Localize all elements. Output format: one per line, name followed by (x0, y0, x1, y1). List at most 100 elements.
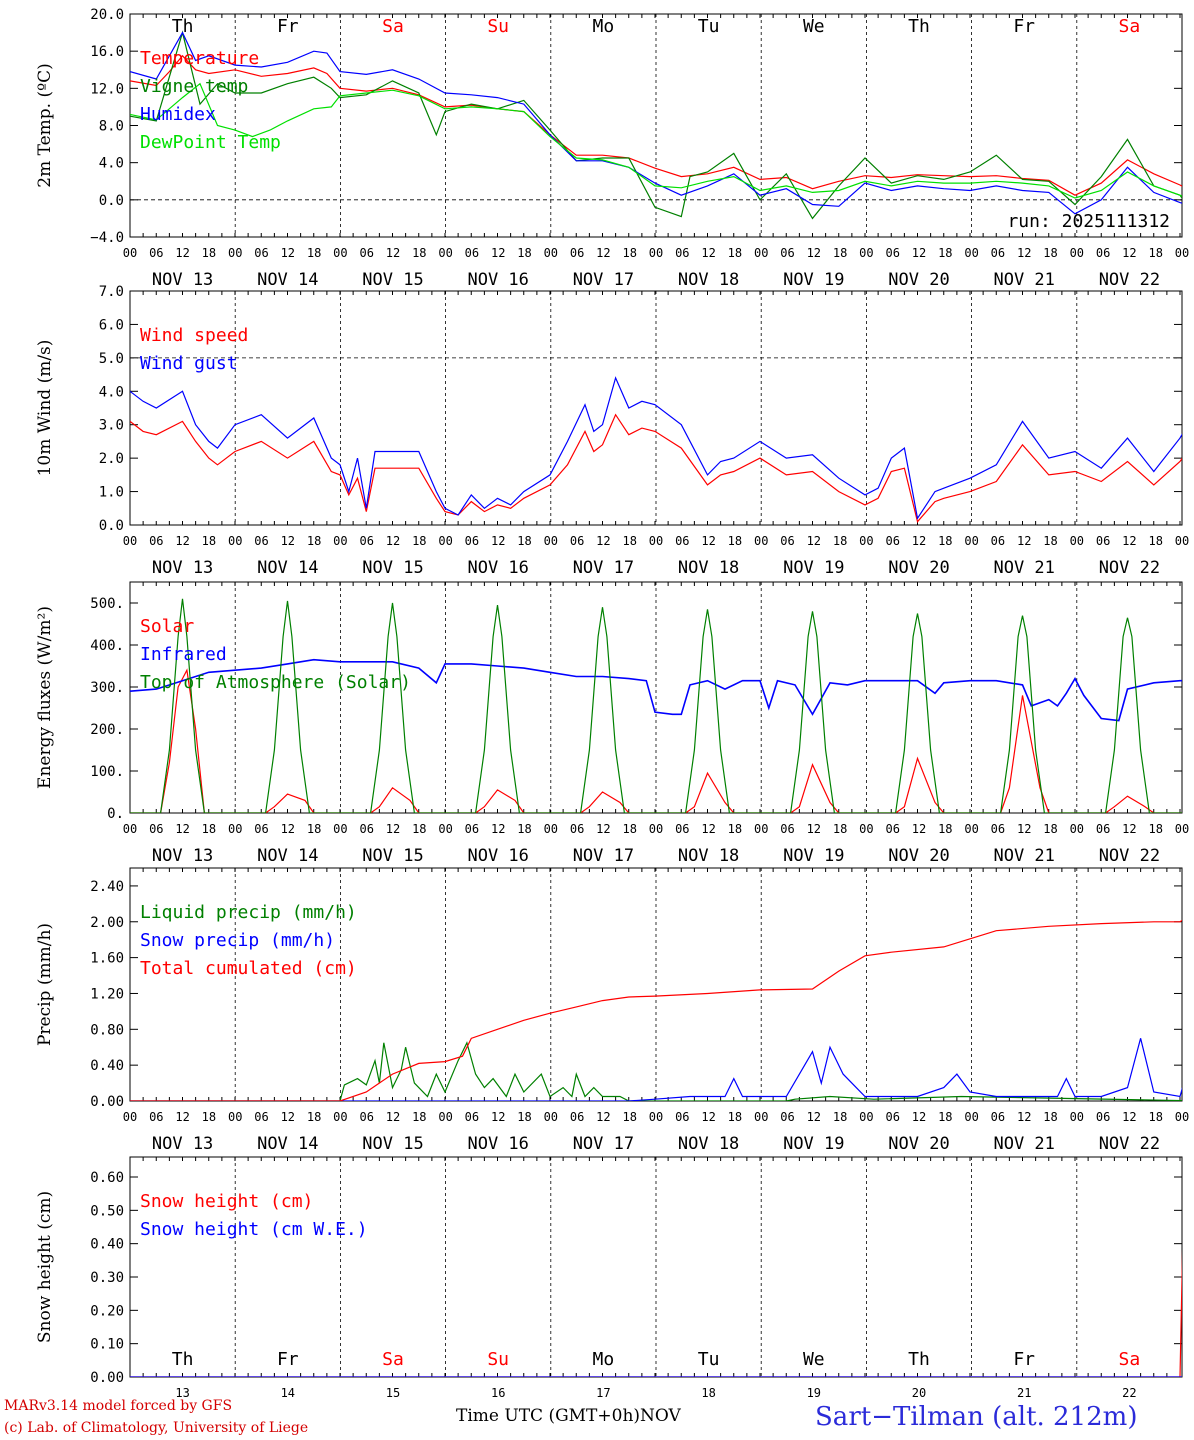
x-hour-label: 00 (438, 246, 452, 260)
x-hour-label: 00 (544, 1110, 558, 1124)
y-tick-label: 300. (90, 680, 124, 696)
x-date-label: NOV 22 (1099, 558, 1160, 578)
y-tick-label: 3.0 (99, 418, 124, 434)
day-of-week-label: Su (487, 16, 509, 37)
panel-frame (129, 13, 1183, 238)
y-axis-label: 2m Temp. (ºC) (35, 63, 55, 188)
y-tick-label: 8.0 (99, 119, 124, 135)
x-hour-label: 18 (202, 822, 216, 836)
x-axis-title-text: Time UTC (GMT+0h) (456, 1406, 641, 1426)
x-hour-label: 00 (438, 534, 452, 548)
x-hour-label: 06 (675, 534, 689, 548)
x-hour-label: 18 (622, 1110, 636, 1124)
series-line (130, 1038, 1182, 1101)
x-hour-label: 00 (754, 1110, 768, 1124)
x-date-label: NOV 18 (678, 1134, 739, 1154)
x-hour-label: 06 (885, 534, 899, 548)
x-hour-label: 06 (359, 822, 373, 836)
x-hour-label: 06 (149, 246, 163, 260)
legend-entry: Total cumulated (cm) (140, 958, 357, 979)
y-tick-label: 0.20 (90, 1303, 124, 1319)
x-hour-label: 18 (412, 1110, 426, 1124)
x-date-label: NOV 22 (1099, 846, 1160, 866)
x-hour-label: 06 (1096, 534, 1110, 548)
y-tick-label: 4.0 (99, 156, 124, 172)
x-date-label: NOV 15 (362, 846, 423, 866)
x-hour-label: 00 (1070, 246, 1084, 260)
x-hour-label: 12 (386, 534, 400, 548)
day-of-week-label: Sa (382, 1349, 404, 1370)
y-tick-label: 0.0 (99, 193, 124, 209)
y-tick-label: 5.0 (99, 351, 124, 367)
y-tick-label: 1.20 (90, 986, 124, 1002)
x-hour-label: 12 (807, 1110, 821, 1124)
x-hour-label: 12 (1017, 822, 1031, 836)
y-tick-label: 0.0 (99, 518, 124, 534)
x-hour-label: 18 (1148, 246, 1162, 260)
x-hour-label: 12 (175, 534, 189, 548)
x-date-label: NOV 16 (467, 270, 528, 290)
series-line (130, 82, 1182, 199)
x-hour-label: 06 (149, 822, 163, 836)
x-hour-label: 06 (991, 822, 1005, 836)
x-date-label: NOV 16 (467, 558, 528, 578)
x-hour-label: 12 (1122, 822, 1136, 836)
x-date-label: NOV 21 (993, 1134, 1054, 1154)
x-day-number: 19 (807, 1386, 821, 1400)
x-day-number: 22 (1122, 1386, 1136, 1400)
x-hour-label: 12 (1017, 1110, 1031, 1124)
x-hour-label: 18 (622, 246, 636, 260)
x-hour-label: 06 (465, 822, 479, 836)
legend-entry: Top of Atmosphere (Solar) (140, 672, 411, 693)
x-hour-label: 00 (649, 246, 663, 260)
y-tick-label: 7.0 (99, 284, 124, 300)
x-hour-label: 06 (570, 246, 584, 260)
x-hour-label: 06 (1096, 1110, 1110, 1124)
x-hour-label: 18 (307, 534, 321, 548)
x-day-number: 13 (175, 1386, 189, 1400)
x-hour-label: 18 (728, 534, 742, 548)
x-date-label: NOV 14 (257, 1134, 318, 1154)
x-hour-label: 06 (991, 1110, 1005, 1124)
x-hour-label: 18 (833, 822, 847, 836)
series-line (130, 668, 1182, 813)
x-hour-label: 12 (491, 1110, 505, 1124)
y-axis-label: Energy fluxes (W/m²) (35, 606, 55, 789)
day-of-week-label: Sa (1119, 16, 1141, 37)
x-hour-label: 18 (412, 246, 426, 260)
x-hour-label: 06 (465, 246, 479, 260)
x-hour-label: 12 (1017, 534, 1031, 548)
legend-entry: Vigne temp (140, 76, 248, 97)
legend-entry: Wind speed (140, 325, 248, 346)
day-of-week-label: Th (172, 1349, 194, 1370)
y-tick-label: 400. (90, 638, 124, 654)
x-hour-label: 12 (175, 822, 189, 836)
series-line (130, 1041, 1182, 1101)
x-hour-label: 12 (912, 246, 926, 260)
x-date-label: NOV 21 (993, 558, 1054, 578)
x-hour-label: 12 (1122, 1110, 1136, 1124)
y-tick-label: 20.0 (90, 7, 124, 23)
x-hour-label: 06 (570, 822, 584, 836)
x-date-label: NOV 22 (1099, 1134, 1160, 1154)
x-hour-label: 18 (517, 534, 531, 548)
legend-entry: Wind gust (140, 353, 238, 374)
x-day-number: 18 (701, 1386, 715, 1400)
x-hour-label: 12 (701, 534, 715, 548)
y-tick-label: 1.0 (99, 485, 124, 501)
series-line (130, 31, 1182, 215)
day-of-week-label: Fr (277, 1349, 299, 1370)
y-axis-label: Precip (mm/h) (35, 923, 55, 1046)
y-axis-label: 10m Wind (m/s) (35, 340, 55, 477)
x-hour-label: 00 (544, 822, 558, 836)
x-hour-label: 00 (228, 822, 242, 836)
x-hour-label: 12 (596, 822, 610, 836)
x-hour-label: 00 (1175, 1110, 1189, 1124)
y-tick-label: 0.10 (90, 1337, 124, 1353)
x-hour-label: 06 (149, 1110, 163, 1124)
legend-entry: Infrared (140, 644, 227, 665)
y-tick-label: 0. (107, 806, 124, 822)
x-hour-label: 00 (123, 534, 137, 548)
x-hour-label: 00 (964, 822, 978, 836)
x-axis-title: Time UTC (GMT+0h)NOV (456, 1406, 681, 1426)
